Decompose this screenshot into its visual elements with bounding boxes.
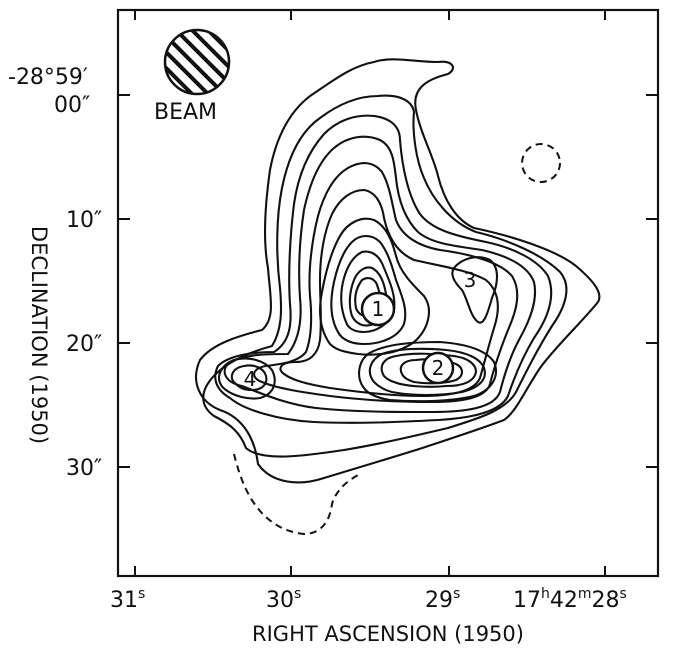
x-ticks — [134, 10, 606, 576]
contour-level-5 — [253, 162, 519, 404]
negative-contour-lower — [233, 453, 361, 536]
contour-peak2-a — [358, 340, 497, 403]
contour-level-9 — [340, 250, 396, 334]
contour-source4-outer — [217, 357, 276, 400]
svg-text:2: 2 — [432, 356, 445, 380]
source-label-3: 3 — [464, 268, 477, 292]
contour-source3 — [451, 256, 499, 324]
y-ticks — [118, 94, 658, 468]
x-tick-label-31: 31s — [110, 586, 145, 613]
contour-level-4 — [223, 135, 537, 414]
contours — [195, 58, 601, 484]
contour-level-7 — [319, 217, 430, 356]
svg-text:1: 1 — [372, 297, 385, 321]
contour-level-2 — [202, 94, 568, 458]
contour-level-8 — [330, 234, 407, 346]
source-labels: 1 2 3 4 — [244, 268, 477, 391]
contour-source4-inner — [230, 364, 268, 392]
y-tick-label-20: 20″ — [66, 332, 102, 357]
x-tick-label-30: 30s — [266, 586, 301, 613]
source-label-2: 2 — [421, 351, 455, 385]
plot-frame — [116, 8, 660, 578]
source-label-1: 1 — [360, 291, 396, 327]
contour-peak2-c — [380, 352, 478, 388]
contour-peak2-b — [368, 347, 486, 397]
source-label-4: 4 — [244, 367, 257, 391]
contour-level-3 — [214, 114, 553, 424]
contour-level-6 — [279, 188, 499, 398]
y-tick-label-10: 10″ — [66, 208, 102, 233]
y-tick-label-0-sec: 00″ — [54, 93, 90, 118]
y-tick-label-30: 30″ — [66, 456, 102, 481]
x-axis-label: RIGHT ASCENSION (1950) — [252, 622, 524, 646]
beam-ellipse — [163, 28, 231, 96]
x-tick-label-28: 17h42m28s — [513, 586, 627, 613]
x-tick-label-29: 29s — [425, 586, 460, 613]
contour-level-1 — [195, 58, 601, 484]
y-axis-label: DECLINATION (1950) — [27, 226, 51, 444]
beam-label: BEAM — [154, 100, 217, 125]
negative-contour-small — [521, 143, 561, 183]
contour-peak2-d — [399, 358, 464, 385]
negative-contours — [233, 143, 561, 536]
y-tick-label-0-deg: -28°59′ — [8, 65, 88, 90]
